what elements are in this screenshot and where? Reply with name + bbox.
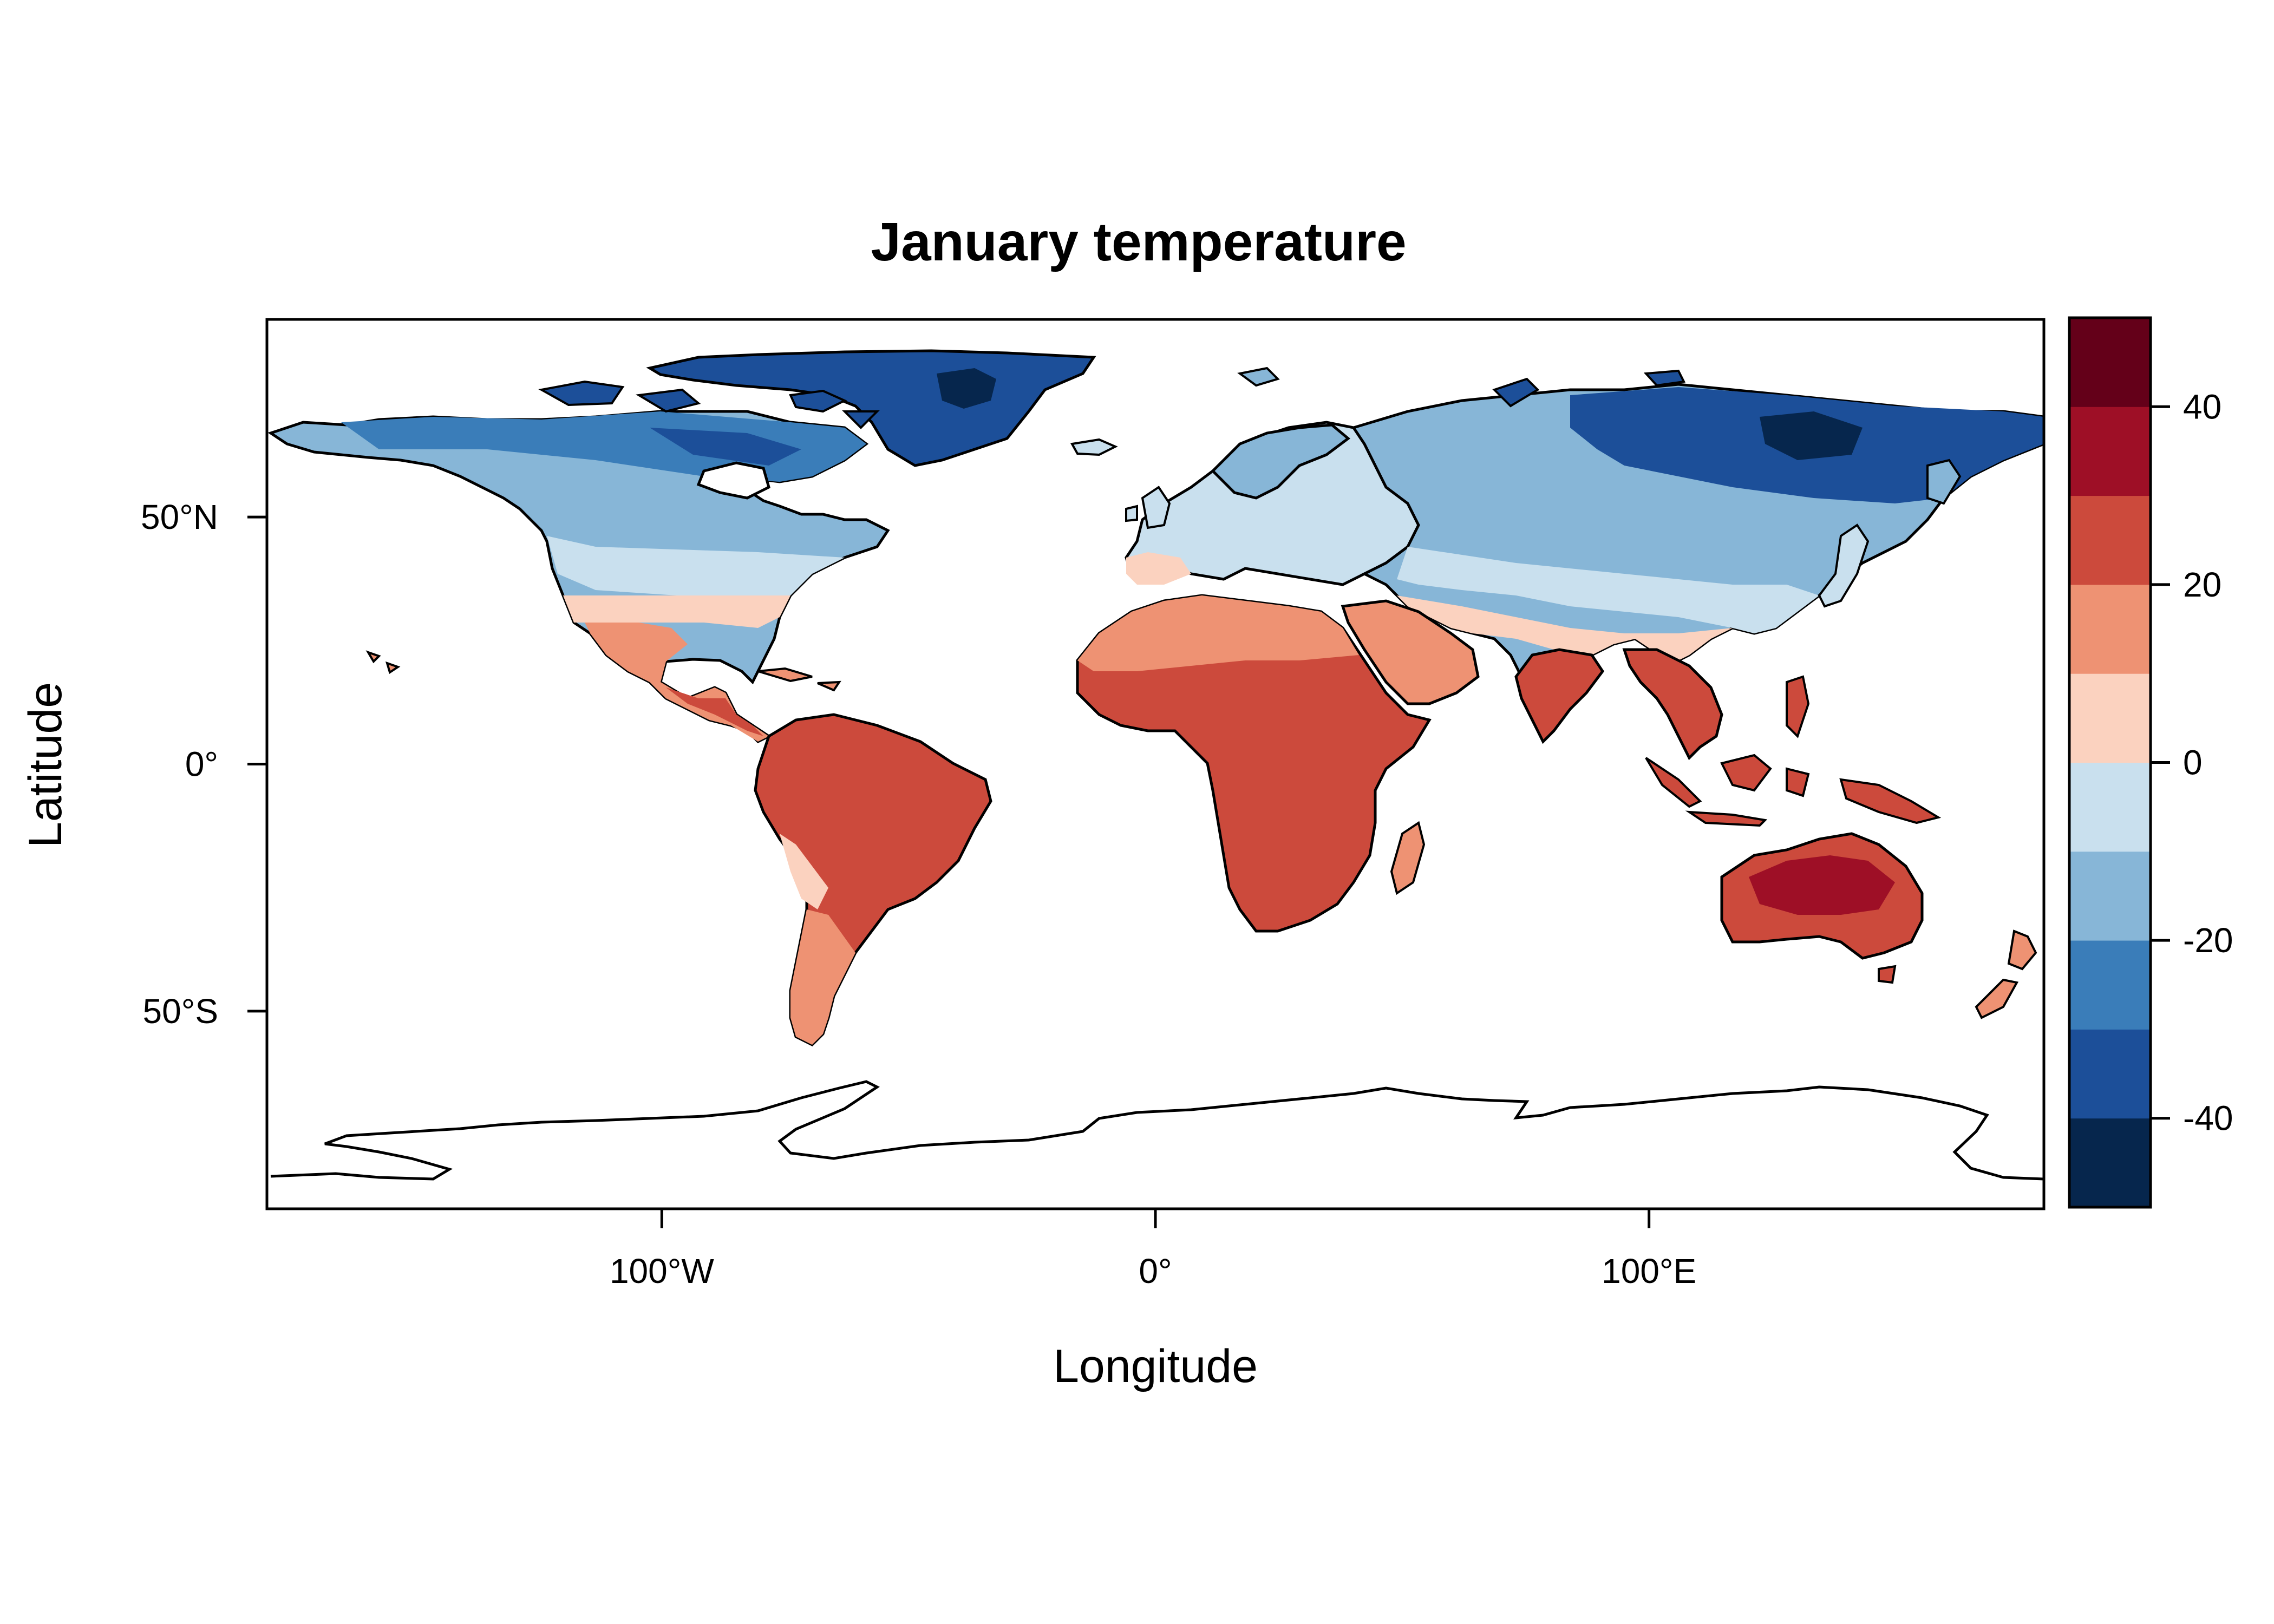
colorbar-swatch xyxy=(2069,407,2151,496)
caribbean-islands xyxy=(757,667,841,692)
colorbar-tick-label: 0 xyxy=(2183,743,2203,782)
svalbard xyxy=(1237,366,1280,387)
colorbar-swatch xyxy=(2069,940,2151,1030)
colorbar: 40 20 0 -20 -40 xyxy=(2068,316,2233,1209)
scandinavia-cold xyxy=(1211,423,1351,500)
japan xyxy=(1818,523,1870,608)
central-america-hot xyxy=(666,687,763,736)
colorbar-tick-label: -20 xyxy=(2183,921,2233,960)
antarctica-outline xyxy=(270,1080,2044,1181)
colorbar-swatch xyxy=(2069,1118,2151,1208)
x-tick-label: 0° xyxy=(1139,1252,1172,1291)
colorbar-tick-label: -40 xyxy=(2183,1099,2233,1138)
y-tick-label: 50°S xyxy=(143,992,218,1031)
siberia-pole-of-cold xyxy=(1760,411,1863,460)
x-tick-label: 100°W xyxy=(610,1252,714,1291)
colorbar-swatch xyxy=(2069,762,2151,852)
asia-mild-band xyxy=(1397,595,1733,666)
asia-cool-band xyxy=(1397,547,1819,633)
colorbar-swatch xyxy=(2069,851,2151,941)
map-layer xyxy=(267,349,2044,1181)
north-africa-warm xyxy=(1077,595,1359,671)
kamchatka-sakhalin xyxy=(1926,459,1962,505)
uk-ireland xyxy=(1125,486,1171,529)
y-tick-label: 0° xyxy=(185,745,218,784)
greenland-cold-core xyxy=(937,368,996,409)
x-axis: 100°W 0° 100°E xyxy=(610,1209,1696,1291)
australia-interior-hot xyxy=(1749,855,1895,915)
europe-iberia-mild xyxy=(1126,552,1191,585)
north-america-arctic-core xyxy=(650,428,801,466)
colorbar-swatch xyxy=(2069,495,2151,585)
colorbar-ticks: 40 20 0 -20 -40 xyxy=(2151,387,2233,1138)
north-america-mild-band xyxy=(563,595,790,628)
y-axis: 50°N 0° 50°S xyxy=(141,497,267,1031)
philippines xyxy=(1786,675,1810,738)
colorbar-swatch xyxy=(2069,318,2151,407)
colorbar-tick-label: 20 xyxy=(2183,565,2221,604)
indonesia-new-guinea xyxy=(1645,754,1942,827)
novaya-zemlya xyxy=(1492,369,1686,408)
tasmania xyxy=(1878,965,1897,984)
south-america-andes-cool xyxy=(780,834,828,909)
y-axis-title: Latitude xyxy=(19,682,71,848)
south-america-southern-cone xyxy=(790,909,855,1045)
madagascar xyxy=(1390,821,1426,895)
hudson-bay xyxy=(696,461,770,500)
colorbar-swatches xyxy=(2069,318,2151,1208)
y-tick-label: 50°N xyxy=(141,497,218,536)
x-tick-label: 100°E xyxy=(1602,1252,1696,1291)
india-hot xyxy=(1514,648,1605,744)
southeast-asia-hot xyxy=(1622,648,1723,761)
x-axis-title: Longitude xyxy=(1053,1340,1258,1392)
colorbar-swatch xyxy=(2069,673,2151,763)
colorbar-tick-label: 40 xyxy=(2183,387,2221,426)
new-zealand xyxy=(1975,929,2037,1019)
colorbar-swatch xyxy=(2069,584,2151,674)
arabia xyxy=(1341,599,1480,705)
colorbar-swatch xyxy=(2069,1029,2151,1119)
arctic-islands xyxy=(538,380,880,429)
iceland xyxy=(1070,438,1118,456)
map-title: January temperature xyxy=(871,212,1406,272)
north-america-cool-band xyxy=(547,536,845,595)
hawaii xyxy=(365,650,401,675)
